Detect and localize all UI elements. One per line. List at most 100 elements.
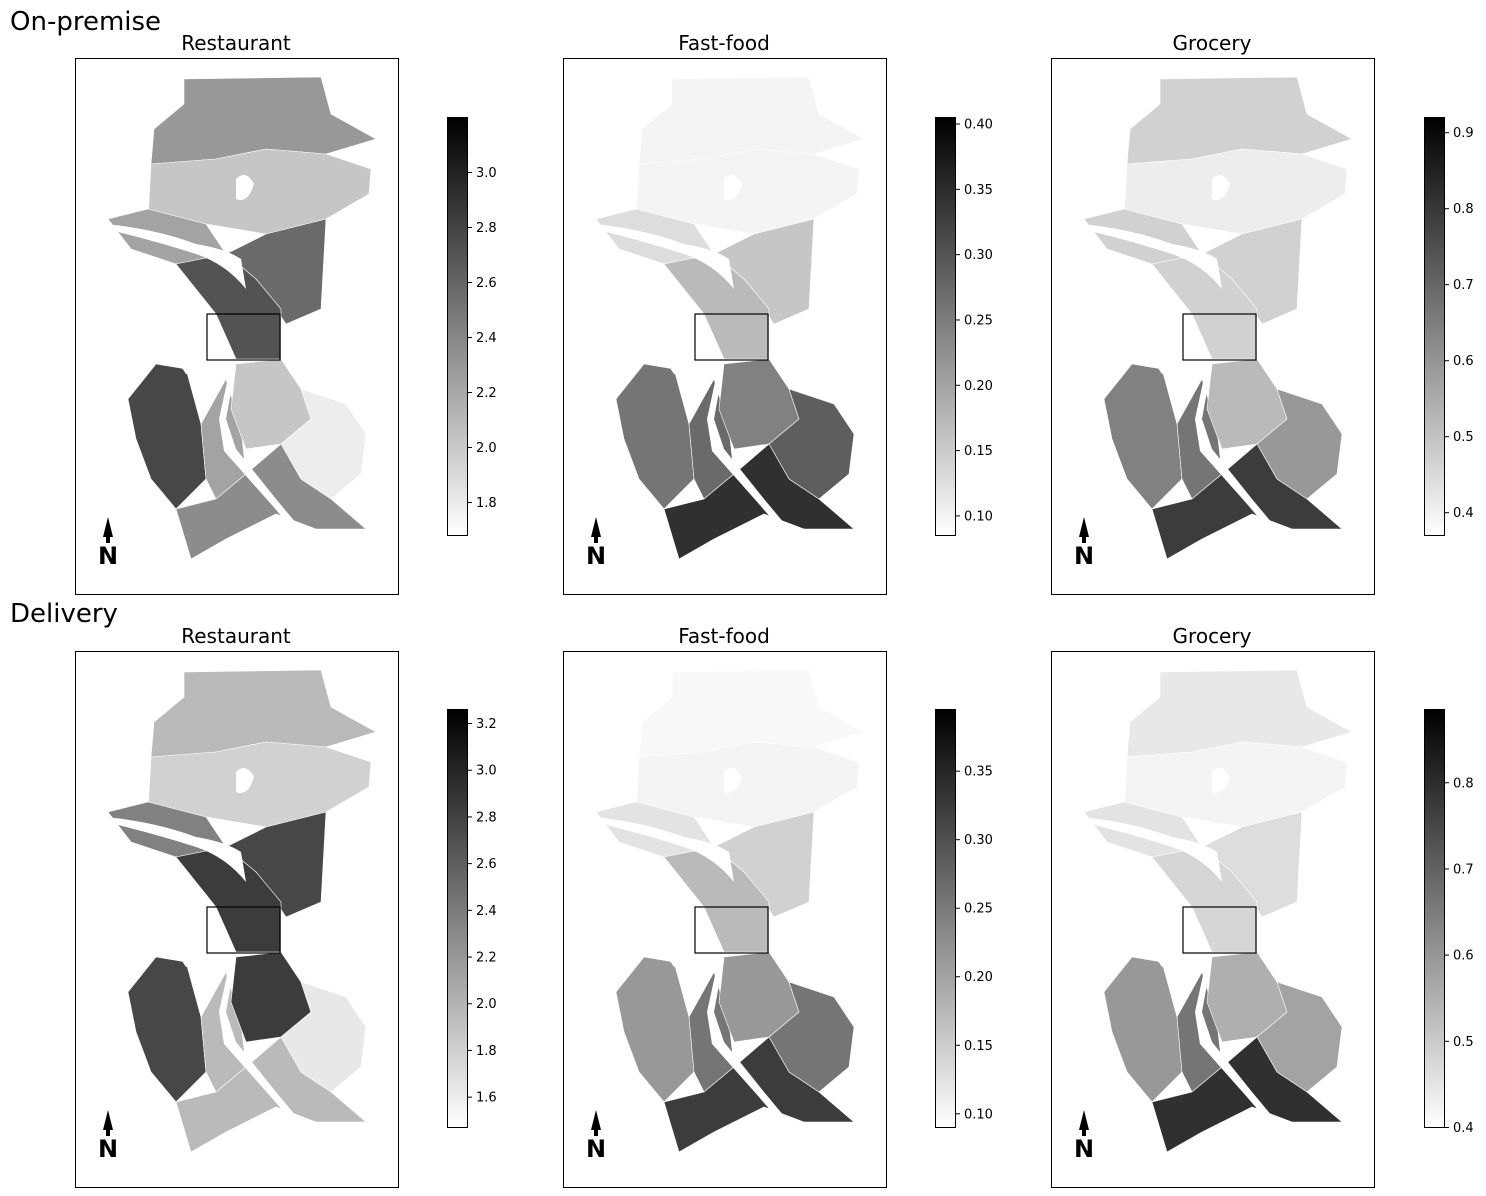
map-svg: N (586, 76, 865, 570)
lake-green-lake (724, 768, 742, 793)
lake-green-lake (1212, 768, 1230, 793)
duwamish-river (1195, 364, 1277, 531)
elliott-bay (176, 359, 236, 374)
colorbar-gradient (447, 709, 468, 1128)
colorbar-svg: 0.10 0.15 0.20 0.25 0.30 0.35 0.40 (935, 117, 993, 536)
north-arrow-shaft (594, 537, 598, 543)
north-arrow-label: N (98, 1135, 118, 1163)
colorbar-tick-label: 0.10 (964, 509, 993, 524)
duwamish-river (219, 364, 301, 531)
north-arrow-shaft (594, 1130, 598, 1136)
colorbar-tick-label: 0.25 (964, 313, 993, 328)
colorbar-onpremise-fastfood: 0.10 0.15 0.20 0.25 0.30 0.35 0.40 (935, 117, 1015, 537)
colorbar-tick-label: 0.25 (964, 902, 993, 917)
elliott-bay (664, 359, 724, 374)
colorbar-tick-label: 0.20 (964, 379, 993, 394)
colorbar-gradient (1424, 709, 1445, 1128)
colorbar-tick-label: 0.20 (964, 970, 993, 985)
map-onpremise-grocery: N (1051, 58, 1375, 595)
colorbar-tick-label: 2.8 (476, 810, 497, 825)
map-onpremise-restaurant: N (75, 58, 399, 595)
colorbar-gradient (447, 117, 468, 536)
lake-green-lake (724, 175, 742, 200)
colorbar-tick-label: 1.6 (476, 1091, 497, 1106)
region-west (127, 363, 207, 510)
colorbar-tick-label: 0.5 (1453, 430, 1474, 445)
colorbar-tick-label: 0.8 (1453, 776, 1474, 791)
colorbar-svg: 1.8 2.0 2.2 2.4 2.6 2.8 3.0 (447, 117, 497, 536)
colorbar-gradient (935, 117, 956, 536)
colorbar-tick-label: 2.6 (476, 857, 497, 872)
panel-title-onpremise-fastfood: Fast-food (678, 31, 770, 55)
colorbar-onpremise-grocery: 0.4 0.5 0.6 0.7 0.8 0.9 (1424, 117, 1484, 537)
colorbar-tick-label: 2.2 (476, 386, 497, 401)
lake-green-lake (236, 768, 254, 793)
colorbar-tick-label: 2.2 (476, 951, 497, 966)
colorbar-tick-label: 0.35 (964, 765, 993, 780)
colorbar-tick-label: 0.15 (964, 1039, 993, 1054)
downtown-inset-box (206, 906, 281, 954)
colorbar-tick-label: 0.7 (1453, 862, 1474, 877)
elliott-bay (664, 952, 724, 967)
downtown-inset-box (694, 906, 769, 954)
colorbar-tick-label: 0.5 (1453, 1035, 1474, 1050)
colorbar-tick-label: 3.0 (476, 166, 497, 181)
row-title-on-premise: On-premise (10, 7, 162, 37)
region-west (127, 956, 207, 1103)
downtown-inset-box (694, 313, 769, 361)
colorbar-delivery-restaurant: 1.6 1.8 2.0 2.2 2.4 2.6 2.8 3.0 3.2 (447, 709, 527, 1129)
elliott-bay (176, 952, 236, 967)
north-arrow-label: N (1074, 542, 1094, 570)
north-arrow-label: N (98, 542, 118, 570)
downtown-inset-box (1182, 906, 1257, 954)
ship-canal (1082, 817, 1222, 882)
panel-title-onpremise-restaurant: Restaurant (181, 31, 291, 55)
colorbar-gradient (1424, 117, 1445, 536)
colorbar-tick-label: 0.6 (1453, 949, 1474, 964)
colorbar-svg: 0.10 0.15 0.20 0.25 0.30 0.35 (935, 709, 993, 1128)
ship-canal (594, 224, 734, 289)
north-arrow-shaft (106, 537, 110, 543)
north-arrow-label: N (586, 542, 606, 570)
ship-canal (1082, 224, 1222, 289)
ship-canal (106, 817, 246, 882)
map-svg: N (586, 669, 865, 1163)
elliott-bay (1152, 359, 1212, 374)
colorbar-tick-label: 1.8 (476, 496, 497, 511)
map-svg: N (98, 669, 377, 1163)
map-delivery-grocery: N (1051, 651, 1375, 1188)
colorbar-gradient (935, 709, 956, 1128)
colorbar-tick-label: 0.4 (1453, 506, 1474, 521)
colorbar-tick-label: 0.10 (964, 1107, 993, 1122)
colorbar-tick-label: 3.2 (476, 717, 497, 732)
panel-title-delivery-grocery: Grocery (1172, 624, 1252, 648)
colorbar-tick-label: 0.6 (1453, 354, 1474, 369)
ship-canal (594, 817, 734, 882)
north-arrow-label: N (586, 1135, 606, 1163)
colorbar-tick-label: 2.0 (476, 997, 497, 1012)
row-title-delivery: Delivery (10, 599, 118, 629)
lake-green-lake (236, 175, 254, 200)
map-svg: N (1074, 669, 1353, 1163)
colorbar-tick-label: 0.9 (1453, 126, 1474, 141)
region-west (615, 363, 695, 510)
region-west (1103, 363, 1183, 510)
colorbar-delivery-fastfood: 0.10 0.15 0.20 0.25 0.30 0.35 (935, 709, 1015, 1129)
colorbar-tick-label: 2.4 (476, 331, 497, 346)
lake-green-lake (1212, 175, 1230, 200)
north-arrow-shaft (106, 1130, 110, 1136)
colorbar-tick-label: 3.0 (476, 764, 497, 779)
north-arrow-icon (1079, 517, 1089, 537)
panel-title-delivery-restaurant: Restaurant (181, 624, 291, 648)
elliott-bay (1152, 952, 1212, 967)
colorbar-tick-label: 0.35 (964, 183, 993, 198)
colorbar-tick-label: 2.6 (476, 276, 497, 291)
colorbar-svg: 1.6 1.8 2.0 2.2 2.4 2.6 2.8 3.0 3.2 (447, 709, 497, 1128)
duwamish-river (707, 364, 789, 531)
region-west (1103, 956, 1183, 1103)
north-arrow-icon (103, 517, 113, 537)
colorbar-tick-label: 1.8 (476, 1044, 497, 1059)
colorbar-tick-label: 0.30 (964, 833, 993, 848)
north-arrow-icon (591, 517, 601, 537)
region-west (615, 956, 695, 1103)
